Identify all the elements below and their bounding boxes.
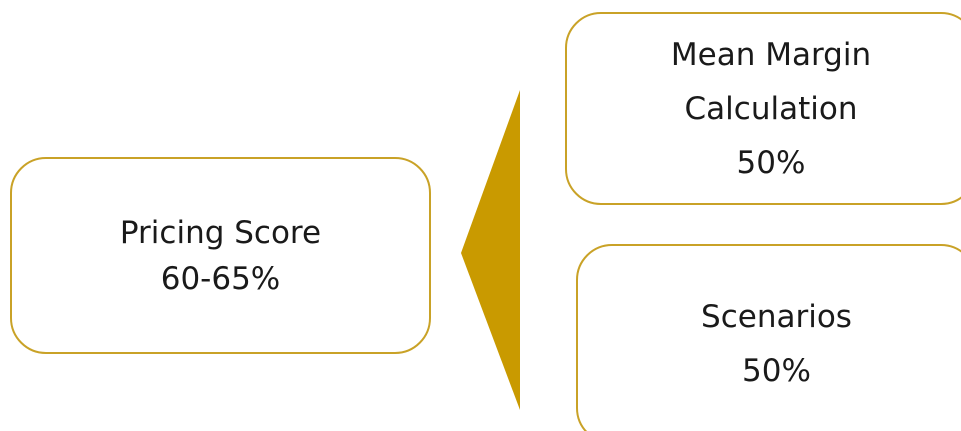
mean-margin-box: Mean Margin Calculation 50% (565, 12, 961, 205)
scenarios-box: Scenarios 50% (576, 244, 961, 431)
scenarios-weight: 50% (742, 353, 811, 389)
connector-arrow-shape (461, 90, 520, 410)
pricing-score-weight: 60-65% (160, 260, 281, 297)
mean-margin-title-line1: Mean Margin (670, 36, 872, 73)
scenarios-title: Scenarios (701, 299, 852, 335)
mean-margin-title-line2: Calculation (684, 90, 858, 127)
pricing-score-box: Pricing Score 60-65% (10, 157, 431, 354)
pricing-score-title: Pricing Score (119, 214, 322, 251)
mean-margin-weight: 50% (736, 144, 806, 181)
